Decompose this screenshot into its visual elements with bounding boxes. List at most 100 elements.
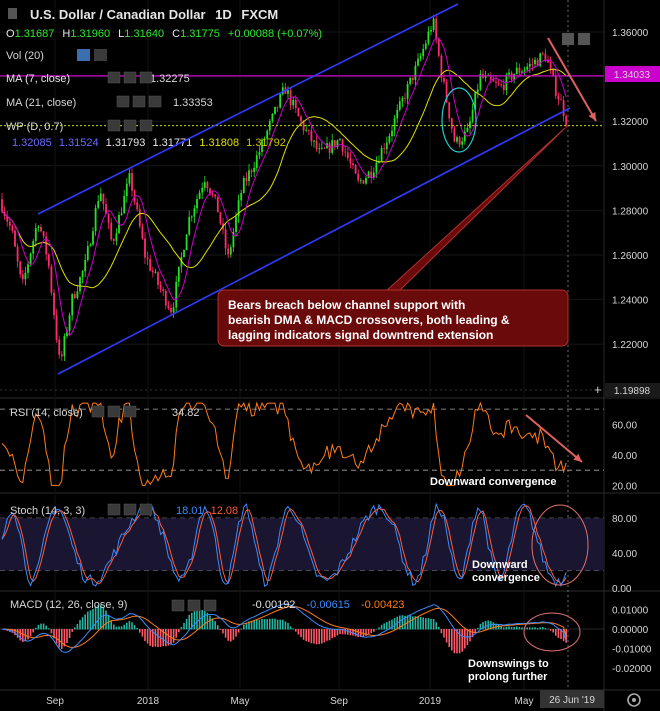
macd-bar (287, 622, 289, 630)
macd-bar (274, 618, 276, 630)
candle-body (107, 214, 110, 223)
macd-bar (419, 616, 422, 630)
macd-bar (188, 614, 190, 630)
macd-bar (531, 627, 534, 630)
macd-bar (245, 623, 248, 630)
candle-body (203, 182, 206, 188)
candle-body (375, 162, 378, 173)
legend-button-icon (139, 119, 153, 132)
candle-body (445, 81, 448, 103)
price-tick-4: 1.28000 (612, 206, 649, 217)
candle-body (68, 315, 71, 331)
candle-body (414, 65, 417, 80)
macd-bar (412, 616, 414, 630)
candle-body (437, 39, 440, 56)
candle-body (422, 48, 425, 57)
macd-bar (417, 616, 419, 630)
legend-button-icon (171, 599, 185, 612)
candle-body (29, 253, 32, 265)
candle-body (489, 75, 492, 80)
macd-bar (328, 629, 331, 641)
ma7-label: MA (7, close) (6, 73, 70, 85)
candle-body (398, 101, 401, 110)
macd-bar (461, 629, 463, 652)
macd-bar (373, 629, 375, 632)
macd-bar (479, 623, 482, 630)
macd-bar (529, 627, 531, 630)
macd-bar (115, 626, 118, 630)
macd-bar (302, 629, 305, 640)
candle-body (411, 77, 414, 80)
macd-bar (425, 618, 427, 630)
wp-value-3: 1.31793 (106, 137, 146, 149)
downtrend-arrow-head (588, 112, 596, 121)
rsi-arrow-head (573, 453, 582, 462)
settings-gear-icon[interactable] (627, 693, 641, 707)
macd-bar (201, 610, 203, 630)
candle-body (253, 167, 256, 172)
close-label: C (172, 28, 180, 40)
candle-body (331, 140, 334, 153)
candle-body (237, 200, 240, 217)
candle-body (495, 81, 497, 83)
candle-body (162, 289, 165, 291)
candle-body (352, 163, 354, 166)
macd-bar (258, 619, 261, 630)
macd-bar (204, 610, 206, 630)
low-value: 1.31640 (124, 28, 164, 40)
macd-bar (19, 629, 21, 641)
macd-bar (219, 629, 222, 630)
macd-bar (165, 629, 167, 647)
candle-body (97, 200, 100, 208)
candle-body (66, 330, 68, 337)
macd-bar (250, 621, 253, 630)
macd-bar (310, 629, 313, 644)
volume-hide-icon[interactable] (94, 49, 107, 61)
svg-text:MA (7, close): MA (7, close) (6, 73, 70, 85)
candles (1, 14, 568, 361)
candle-body (305, 129, 308, 131)
candle-body (362, 180, 365, 184)
macd-bar (79, 620, 81, 630)
macd-bar (105, 610, 107, 630)
macd-bar (484, 620, 487, 630)
cursor-date: 26 Jun '19 (549, 695, 595, 706)
macd-bar (126, 622, 128, 630)
candle-body (211, 194, 214, 196)
macd-bar (276, 619, 279, 630)
symbol-title: U.S. Dollar / Canadian Dollar (30, 7, 206, 22)
stoch-note-line-1: Downward (472, 559, 528, 571)
macd-bar (422, 617, 424, 630)
stoch-k-line (1, 502, 567, 588)
candle-body (534, 59, 536, 65)
candle-body (248, 170, 250, 182)
candle-body (258, 151, 261, 156)
candle-body (154, 272, 157, 274)
macd-bar (399, 615, 401, 630)
macd-bar (334, 629, 336, 638)
candle-body (450, 118, 453, 129)
macd-bar (211, 618, 214, 630)
price-tick-5: 1.26000 (612, 251, 649, 262)
macd-bar (232, 629, 235, 640)
candle-body (479, 73, 482, 90)
macd-bar (243, 624, 245, 630)
candle-body (240, 193, 243, 201)
candle-body (255, 155, 258, 168)
channel-upper-line (37, 3, 459, 215)
candle-body (365, 177, 367, 184)
wp-value-6: 1.31792 (246, 137, 286, 149)
macd-bar (451, 629, 453, 651)
candle-body (393, 118, 396, 131)
pane-collapse-icon (562, 33, 574, 45)
macd-bar (269, 618, 271, 630)
crosshair-plus-icon[interactable]: + (594, 382, 602, 397)
candle-body (536, 59, 539, 66)
macd-bar (180, 626, 183, 630)
volume-settings-icon[interactable] (77, 49, 90, 61)
candle-body (518, 67, 521, 73)
macd-bar (344, 629, 346, 635)
macd-bar (513, 627, 515, 630)
chart-type-icon[interactable] (8, 8, 17, 19)
